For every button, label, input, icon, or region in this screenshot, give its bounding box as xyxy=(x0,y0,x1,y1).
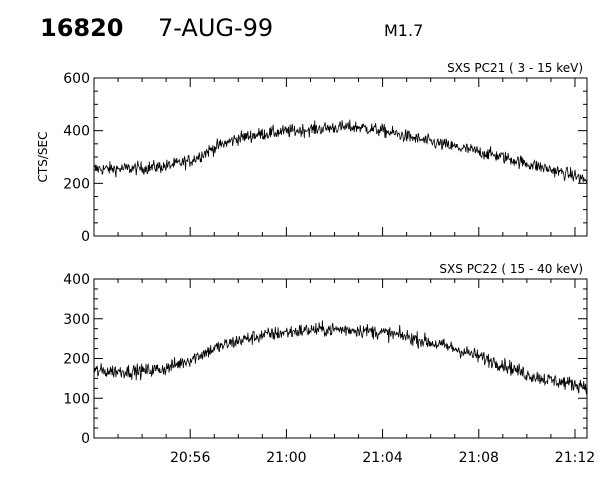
y-tick-label: 0 xyxy=(81,229,90,245)
y-tick-label: 300 xyxy=(63,312,90,328)
y-tick-label: 200 xyxy=(63,352,90,368)
x-tick-label: 20:56 xyxy=(170,450,210,466)
x-tick-label: 21:12 xyxy=(555,450,595,466)
y-tick-label: 0 xyxy=(81,431,90,447)
series-line-1 xyxy=(93,119,588,184)
y-tick-label: 600 xyxy=(63,71,90,87)
x-tick-label: 21:08 xyxy=(459,450,499,466)
y-tick-label: 400 xyxy=(63,272,90,288)
event-id: 16820 xyxy=(40,14,124,42)
panel-title-2: SXS PC22 ( 15 - 40 keV) xyxy=(439,262,583,276)
event-date: 7-AUG-99 xyxy=(158,14,274,42)
flare-class: M1.7 xyxy=(384,21,424,40)
x-tick-label: 21:04 xyxy=(362,450,402,466)
y-tick-label: 100 xyxy=(63,391,90,407)
y-tick-label: 200 xyxy=(63,176,90,192)
plot-frame-1 xyxy=(93,77,588,237)
x-tick-label: 21:00 xyxy=(266,450,306,466)
y-axis-label: CTS/SEC xyxy=(36,132,50,183)
plot-frame-2 xyxy=(93,278,588,439)
panel-title-1: SXS PC21 ( 3 - 15 keV) xyxy=(447,61,583,75)
y-tick-label: 400 xyxy=(63,124,90,140)
series-line-2 xyxy=(93,320,588,395)
